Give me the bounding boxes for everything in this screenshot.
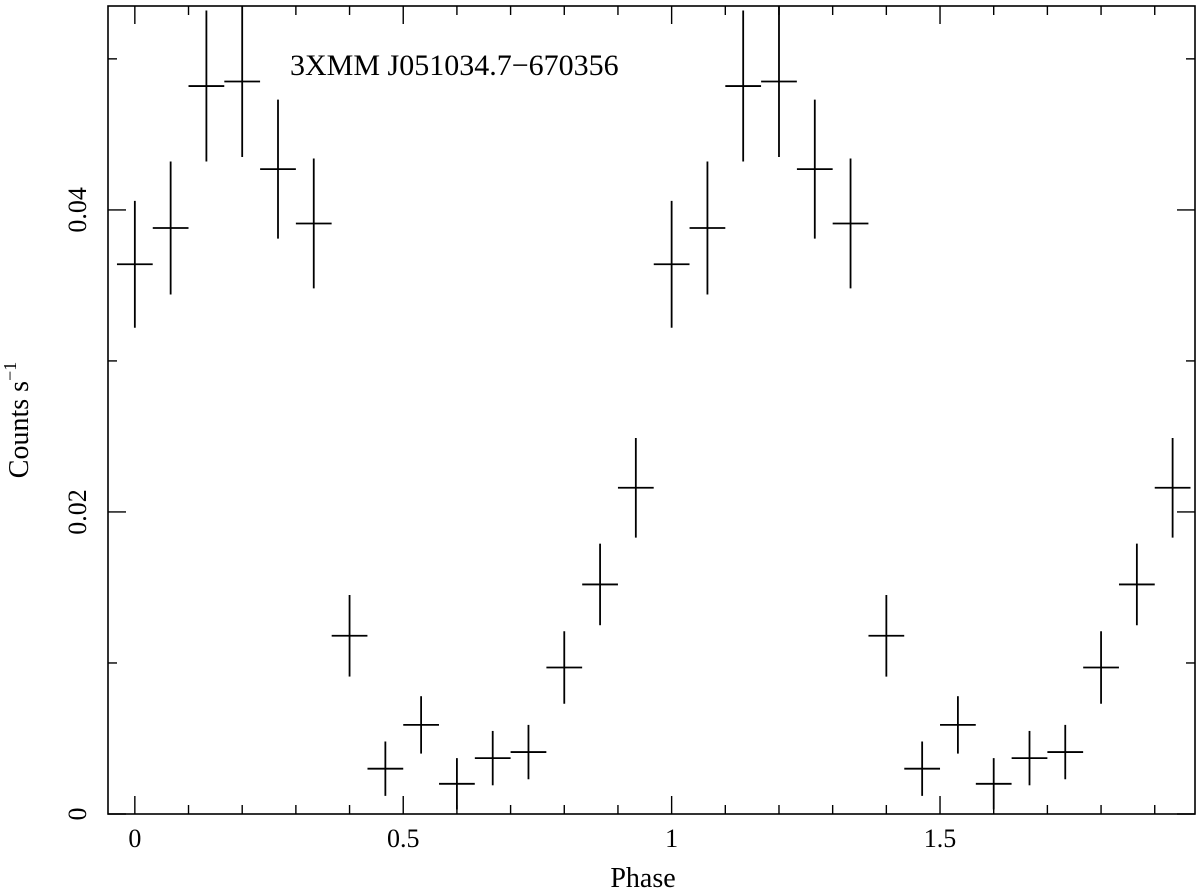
data-point — [975, 758, 1012, 810]
y-tick-label: 0.04 — [63, 187, 92, 233]
x-tick-label: 0.5 — [387, 824, 420, 853]
axis-tick-labels: 0 0.5 1 1.5 0 0.02 0.04 — [63, 187, 956, 853]
data-point — [546, 631, 583, 704]
data-point — [796, 99, 833, 239]
data-point — [1083, 631, 1119, 704]
y-tick-label: 0 — [63, 808, 92, 821]
data-point — [295, 158, 332, 289]
x-tick-label: 1 — [665, 824, 678, 853]
y-axis-label-exponent: −1 — [0, 362, 20, 381]
data-point — [761, 6, 797, 158]
data-point — [188, 10, 225, 162]
data-points — [116, 6, 1191, 810]
data-point — [260, 99, 296, 239]
data-point — [904, 741, 941, 796]
data-point — [152, 161, 189, 295]
data-point — [940, 696, 976, 754]
x-tick-label: 1.5 — [924, 824, 957, 853]
data-point — [582, 543, 618, 626]
data-point — [224, 6, 261, 158]
data-point — [689, 161, 726, 295]
data-point — [617, 437, 654, 538]
data-point — [403, 696, 439, 754]
data-point — [367, 741, 404, 796]
axis-ticks — [108, 6, 1195, 815]
data-point — [439, 758, 475, 810]
data-point — [1047, 724, 1084, 780]
data-point — [1118, 543, 1155, 626]
data-point — [474, 730, 511, 786]
x-axis-label: Phase — [610, 863, 675, 893]
data-point — [725, 10, 762, 162]
data-point — [653, 200, 690, 328]
data-point — [1011, 730, 1048, 786]
data-point — [868, 595, 905, 677]
x-tick-label: 0 — [128, 824, 141, 853]
y-axis-label: Counts s−1 — [0, 362, 35, 478]
y-axis-label-main: Counts s — [4, 381, 35, 478]
data-point — [331, 595, 368, 677]
y-tick-label: 0.02 — [63, 489, 92, 535]
data-point — [116, 200, 153, 328]
chart-title: 3XMM J051034.7−670356 — [290, 49, 619, 82]
data-point — [1154, 437, 1191, 538]
plot-frame — [107, 5, 1196, 815]
data-point — [832, 158, 869, 289]
data-point — [510, 724, 547, 780]
